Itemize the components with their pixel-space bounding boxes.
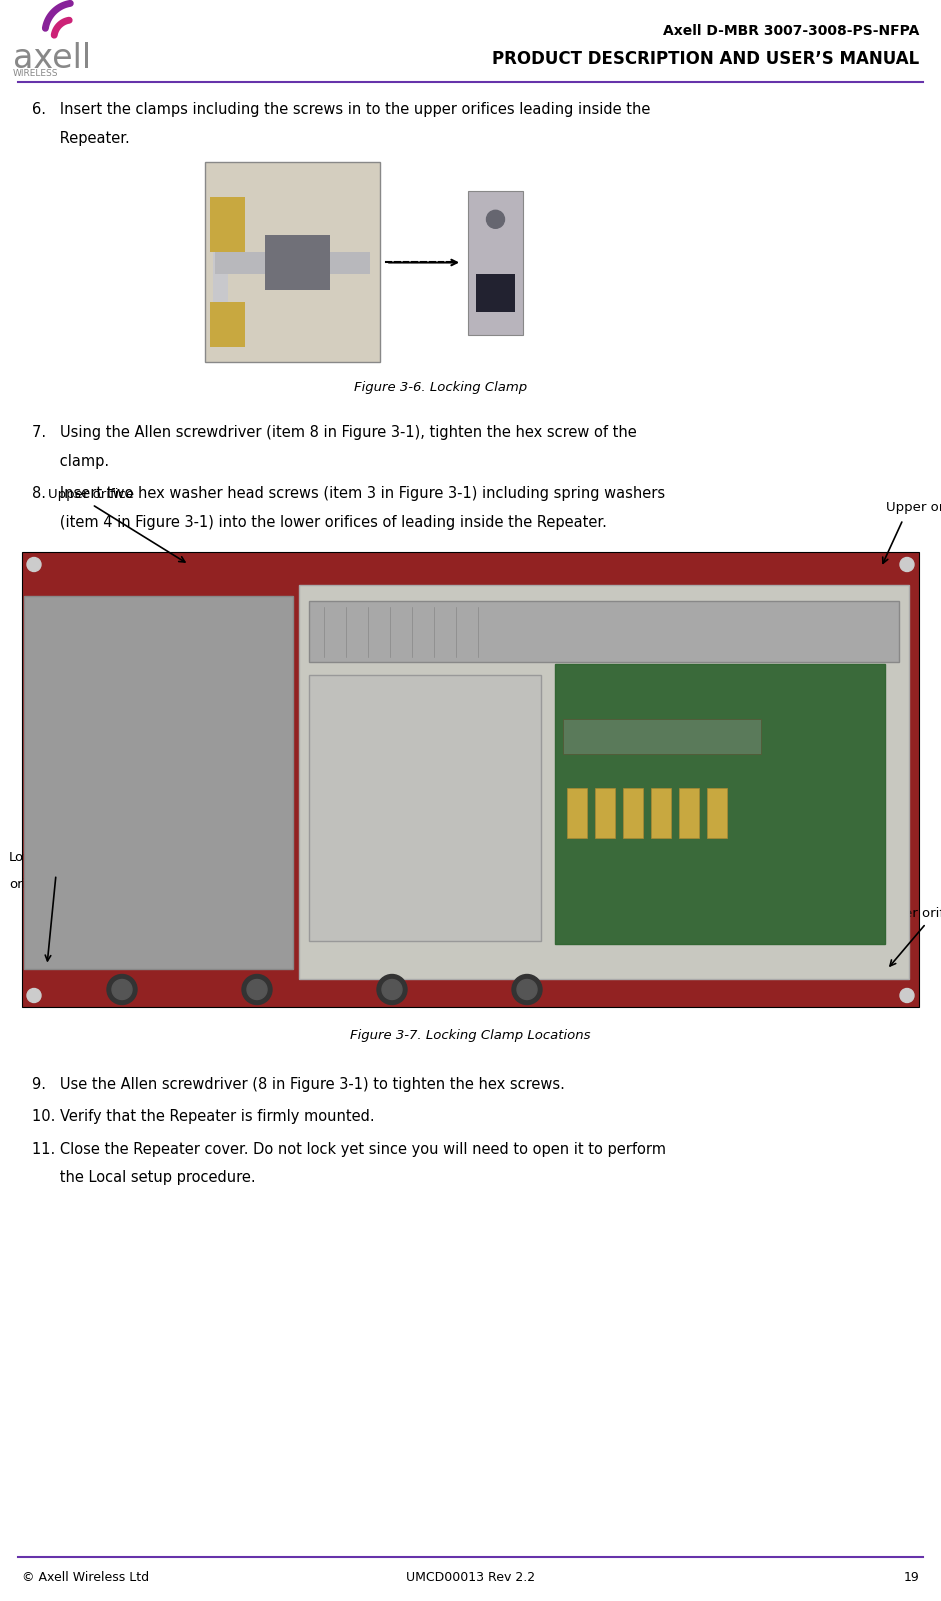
- Circle shape: [900, 557, 914, 572]
- Text: axell: axell: [13, 42, 91, 75]
- Text: 6.   Insert the clamps including the screws in to the upper orifices leading ins: 6. Insert the clamps including the screw…: [32, 102, 650, 117]
- Bar: [213, 197, 228, 347]
- Text: Upper orifice: Upper orifice: [48, 487, 135, 501]
- Bar: [210, 197, 245, 253]
- Text: Lower: Lower: [9, 850, 49, 863]
- Text: © Axell Wireless Ltd: © Axell Wireless Ltd: [22, 1571, 149, 1583]
- Bar: [708, 788, 727, 837]
- Bar: [210, 303, 245, 347]
- Text: 10. Verify that the Repeater is firmly mounted.: 10. Verify that the Repeater is firmly m…: [32, 1109, 375, 1124]
- Bar: [205, 162, 380, 362]
- Bar: [22, 552, 919, 1007]
- Text: 8.   Insert two hex washer head screws (item 3 in Figure 3-1) including spring w: 8. Insert two hex washer head screws (it…: [32, 487, 665, 501]
- Text: UMCD00013 Rev 2.2: UMCD00013 Rev 2.2: [406, 1571, 535, 1583]
- Text: the Local setup procedure.: the Local setup procedure.: [32, 1170, 256, 1185]
- Text: orifice: orifice: [9, 877, 51, 890]
- Bar: [265, 235, 330, 290]
- Circle shape: [517, 980, 537, 999]
- Text: 7.   Using the Allen screwdriver (item 8 in Figure 3-1), tighten the hex screw o: 7. Using the Allen screwdriver (item 8 i…: [32, 426, 637, 440]
- Bar: [309, 674, 541, 941]
- Bar: [596, 788, 615, 837]
- Text: Upper orifice: Upper orifice: [886, 501, 941, 514]
- Bar: [309, 600, 899, 663]
- Circle shape: [486, 210, 504, 229]
- Text: (item 4 in Figure 3-1) into the lower orifices of leading inside the Repeater.: (item 4 in Figure 3-1) into the lower or…: [32, 514, 607, 530]
- Bar: [651, 788, 671, 837]
- Bar: [299, 584, 909, 980]
- Circle shape: [27, 557, 41, 572]
- Text: WIRELESS: WIRELESS: [13, 69, 58, 77]
- Text: Figure 3-6. Locking Clamp: Figure 3-6. Locking Clamp: [354, 381, 527, 394]
- Circle shape: [382, 980, 402, 999]
- Text: 9.   Use the Allen screwdriver (8 in Figure 3-1) to tighten the hex screws.: 9. Use the Allen screwdriver (8 in Figur…: [32, 1077, 565, 1092]
- Circle shape: [107, 975, 137, 1004]
- Circle shape: [900, 988, 914, 1002]
- Text: 11. Close the Repeater cover. Do not lock yet since you will need to open it to : 11. Close the Repeater cover. Do not loc…: [32, 1142, 666, 1156]
- Bar: [623, 788, 644, 837]
- Text: clamp.: clamp.: [32, 455, 109, 469]
- Circle shape: [27, 988, 41, 1002]
- Text: Repeater.: Repeater.: [32, 131, 130, 146]
- Bar: [24, 597, 293, 970]
- Bar: [679, 788, 699, 837]
- Bar: [567, 788, 587, 837]
- Bar: [564, 719, 761, 754]
- Bar: [555, 664, 885, 945]
- Circle shape: [377, 975, 407, 1004]
- Circle shape: [247, 980, 267, 999]
- Bar: [215, 253, 370, 274]
- Bar: [476, 274, 515, 312]
- Text: Axell D-MBR 3007-3008-PS-NFPA: Axell D-MBR 3007-3008-PS-NFPA: [662, 24, 919, 38]
- Text: PRODUCT DESCRIPTION AND USER’S MANUAL: PRODUCT DESCRIPTION AND USER’S MANUAL: [492, 50, 919, 67]
- Bar: [468, 191, 523, 335]
- Text: Lower orifice: Lower orifice: [878, 906, 941, 919]
- Text: 19: 19: [903, 1571, 919, 1583]
- Text: Figure 3-7. Locking Clamp Locations: Figure 3-7. Locking Clamp Locations: [350, 1029, 591, 1042]
- Circle shape: [242, 975, 272, 1004]
- Circle shape: [512, 975, 542, 1004]
- Circle shape: [112, 980, 132, 999]
